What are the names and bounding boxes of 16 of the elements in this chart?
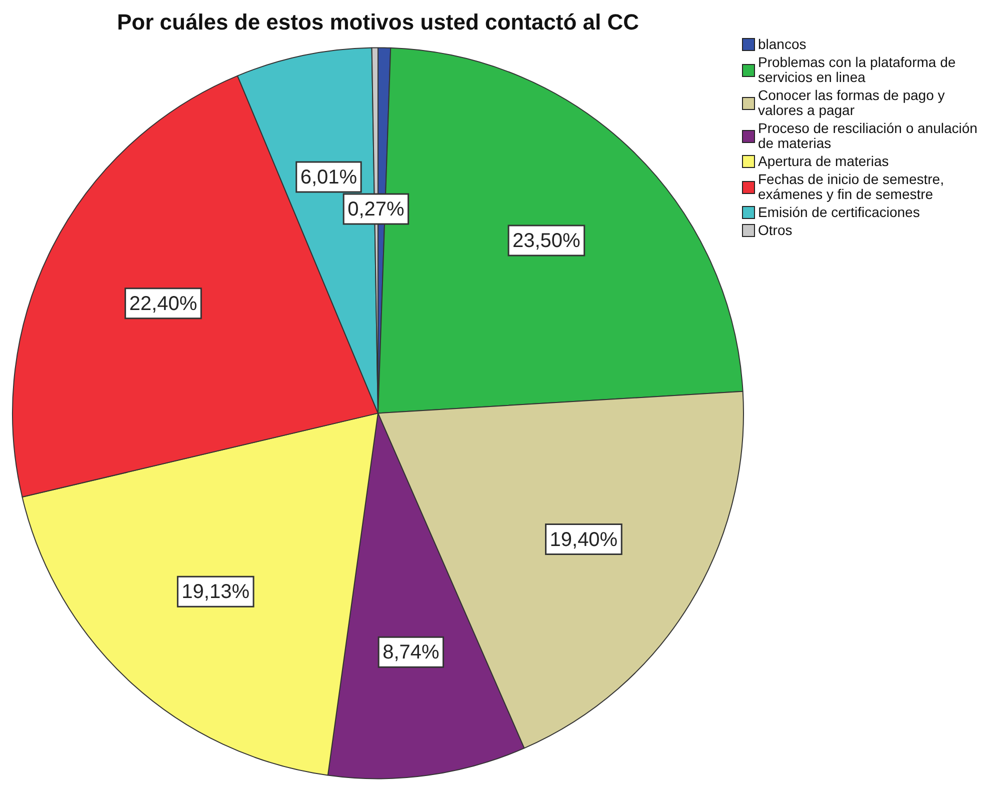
chart-title: Por cuáles de estos motivos usted contactó al CC xyxy=(116,9,640,34)
data-label: 0,27% xyxy=(348,198,405,221)
data-label: 6,01% xyxy=(300,166,358,189)
legend-label: Conocer las formas de pago y valores a pagar xyxy=(758,87,946,118)
legend-label: Fechas de inicio de semestre, exámenes y fin de semestre xyxy=(758,171,945,202)
data-label: 23,50% xyxy=(512,230,581,252)
data-label: 8,74% xyxy=(382,642,440,664)
legend-label: Emisión de certificaciones xyxy=(758,204,920,220)
legend-label: Proceso de resciliación o anulación de materias xyxy=(758,120,978,151)
legend-label: Otros xyxy=(758,222,792,238)
legend-label: blancos xyxy=(758,36,806,52)
data-label: 19,13% xyxy=(182,581,250,604)
legend-label: Apertura de materias xyxy=(758,153,889,169)
data-label: 22,40% xyxy=(129,292,198,315)
legend-label: Problemas con la plataforma de servicios en linea xyxy=(758,54,957,85)
data-label: 19,40% xyxy=(550,528,618,551)
